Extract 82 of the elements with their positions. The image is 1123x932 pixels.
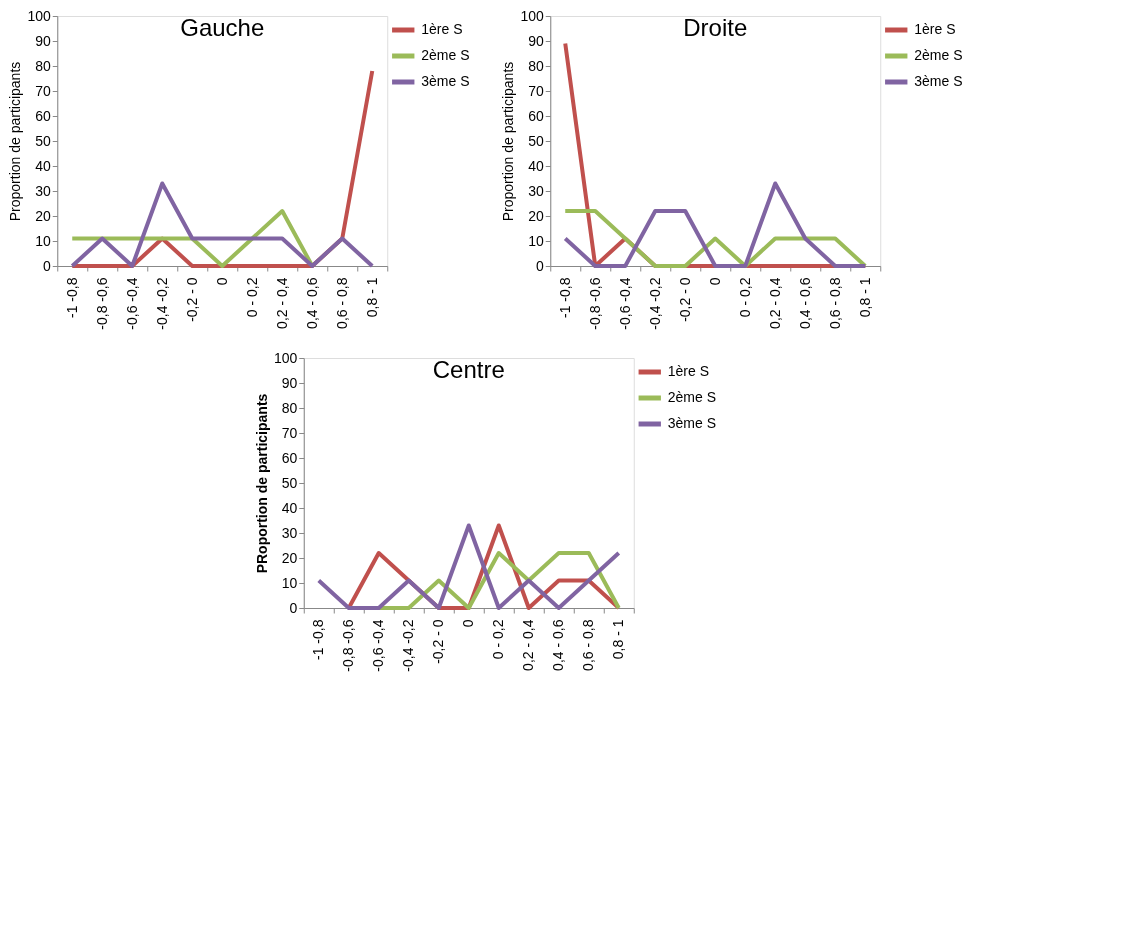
y-tick-label: 100 <box>520 7 544 24</box>
x-tick-label: -0,4 -0,2 <box>400 619 417 672</box>
x-tick-label: 0 <box>460 619 477 628</box>
legend-label: 3ème S <box>421 73 470 89</box>
y-tick-label: 90 <box>35 32 51 49</box>
x-tick-label: -0,8 -0,6 <box>93 277 110 330</box>
legend-label: 2ème S <box>914 47 963 63</box>
x-tick-label: -0,8 -0,6 <box>586 277 603 330</box>
x-tick-label: 0,4 - 0,6 <box>796 277 813 329</box>
y-axis-title: Proportion de participants <box>7 61 24 222</box>
y-tick-label: 40 <box>281 499 298 516</box>
y-tick-label: 60 <box>35 107 51 124</box>
x-tick-label: 0,2 - 0,4 <box>766 277 783 329</box>
x-tick-label: -0,4 -0,2 <box>646 277 663 330</box>
legend-label: 2ème S <box>421 47 470 63</box>
x-tick-label: -1 -0,8 <box>310 619 327 660</box>
legend-label: 1ère S <box>667 363 709 379</box>
y-tick-label: 40 <box>528 157 544 174</box>
y-axis-title: PRoportion de participants <box>253 393 270 574</box>
y-tick-label: 60 <box>528 107 544 124</box>
x-tick-label: 0,4 - 0,6 <box>303 277 320 329</box>
x-tick-label: 0,6 - 0,8 <box>333 277 350 329</box>
x-tick-label: -0,6 -0,4 <box>616 277 633 330</box>
y-tick-label: 80 <box>281 399 298 416</box>
legend-label: 2ème S <box>667 389 716 405</box>
y-tick-label: 0 <box>535 257 544 274</box>
y-tick-label: 20 <box>528 207 544 224</box>
legend-label: 1ère S <box>914 21 956 37</box>
y-axis-title: Proportion de participants <box>500 61 517 222</box>
x-tick-label: 0,2 - 0,4 <box>520 619 537 671</box>
x-tick-label: -0,6 -0,4 <box>123 277 140 330</box>
y-tick-label: 50 <box>281 474 298 491</box>
x-tick-label: 0 <box>706 277 723 286</box>
x-tick-label: 0,4 - 0,6 <box>550 619 567 671</box>
x-tick-label: 0,6 - 0,8 <box>826 277 843 329</box>
chart-title: Centre <box>432 356 505 383</box>
x-tick-label: 0,2 - 0,4 <box>273 277 290 329</box>
y-tick-label: 90 <box>281 374 298 391</box>
x-tick-label: -0,2 - 0 <box>183 277 200 322</box>
x-tick-label: 0,8 - 1 <box>856 277 873 318</box>
chart-title: Droite <box>683 14 748 41</box>
x-tick-label: -0,2 - 0 <box>430 619 447 664</box>
x-tick-label: 0 <box>213 277 230 286</box>
y-tick-label: 30 <box>528 182 544 199</box>
y-tick-label: 0 <box>289 599 298 616</box>
y-tick-label: 30 <box>281 524 298 541</box>
chart-title: Gauche <box>180 14 265 41</box>
y-tick-label: 10 <box>528 232 544 249</box>
legend-label: 1ère S <box>421 21 463 37</box>
y-tick-label: 10 <box>281 574 298 591</box>
y-tick-label: 90 <box>528 32 544 49</box>
x-tick-label: 0,8 - 1 <box>363 277 380 318</box>
y-tick-label: 30 <box>35 182 51 199</box>
x-tick-label: -0,2 - 0 <box>676 277 693 322</box>
y-tick-label: 50 <box>35 132 51 149</box>
line-series <box>563 181 868 268</box>
y-tick-label: 100 <box>27 7 51 24</box>
x-tick-label: -1 -0,8 <box>556 277 573 318</box>
x-tick-label: -1 -0,8 <box>63 277 80 318</box>
y-tick-label: 60 <box>281 449 298 466</box>
y-tick-label: 70 <box>528 82 544 99</box>
x-tick-label: 0,8 - 1 <box>610 619 627 660</box>
y-tick-label: 0 <box>42 257 51 274</box>
x-tick-label: 0,6 - 0,8 <box>580 619 597 671</box>
x-tick-label: 0 - 0,2 <box>736 277 753 318</box>
y-tick-label: 80 <box>528 57 544 74</box>
y-tick-label: 20 <box>281 549 298 566</box>
y-tick-label: 70 <box>281 424 298 441</box>
x-tick-label: 0 - 0,2 <box>243 277 260 318</box>
legend-label: 3ème S <box>914 73 963 89</box>
y-tick-label: 70 <box>35 82 51 99</box>
x-tick-label: 0 - 0,2 <box>490 619 507 660</box>
y-tick-label: 100 <box>273 349 298 366</box>
y-tick-label: 80 <box>35 57 51 74</box>
y-tick-label: 50 <box>528 132 544 149</box>
y-tick-label: 10 <box>35 232 51 249</box>
x-tick-label: -0,4 -0,2 <box>153 277 170 330</box>
y-tick-label: 40 <box>35 157 51 174</box>
legend-label: 3ème S <box>667 415 716 431</box>
x-tick-label: -0,6 -0,4 <box>370 619 387 672</box>
y-tick-label: 20 <box>35 207 51 224</box>
x-tick-label: -0,8 -0,6 <box>340 619 357 672</box>
